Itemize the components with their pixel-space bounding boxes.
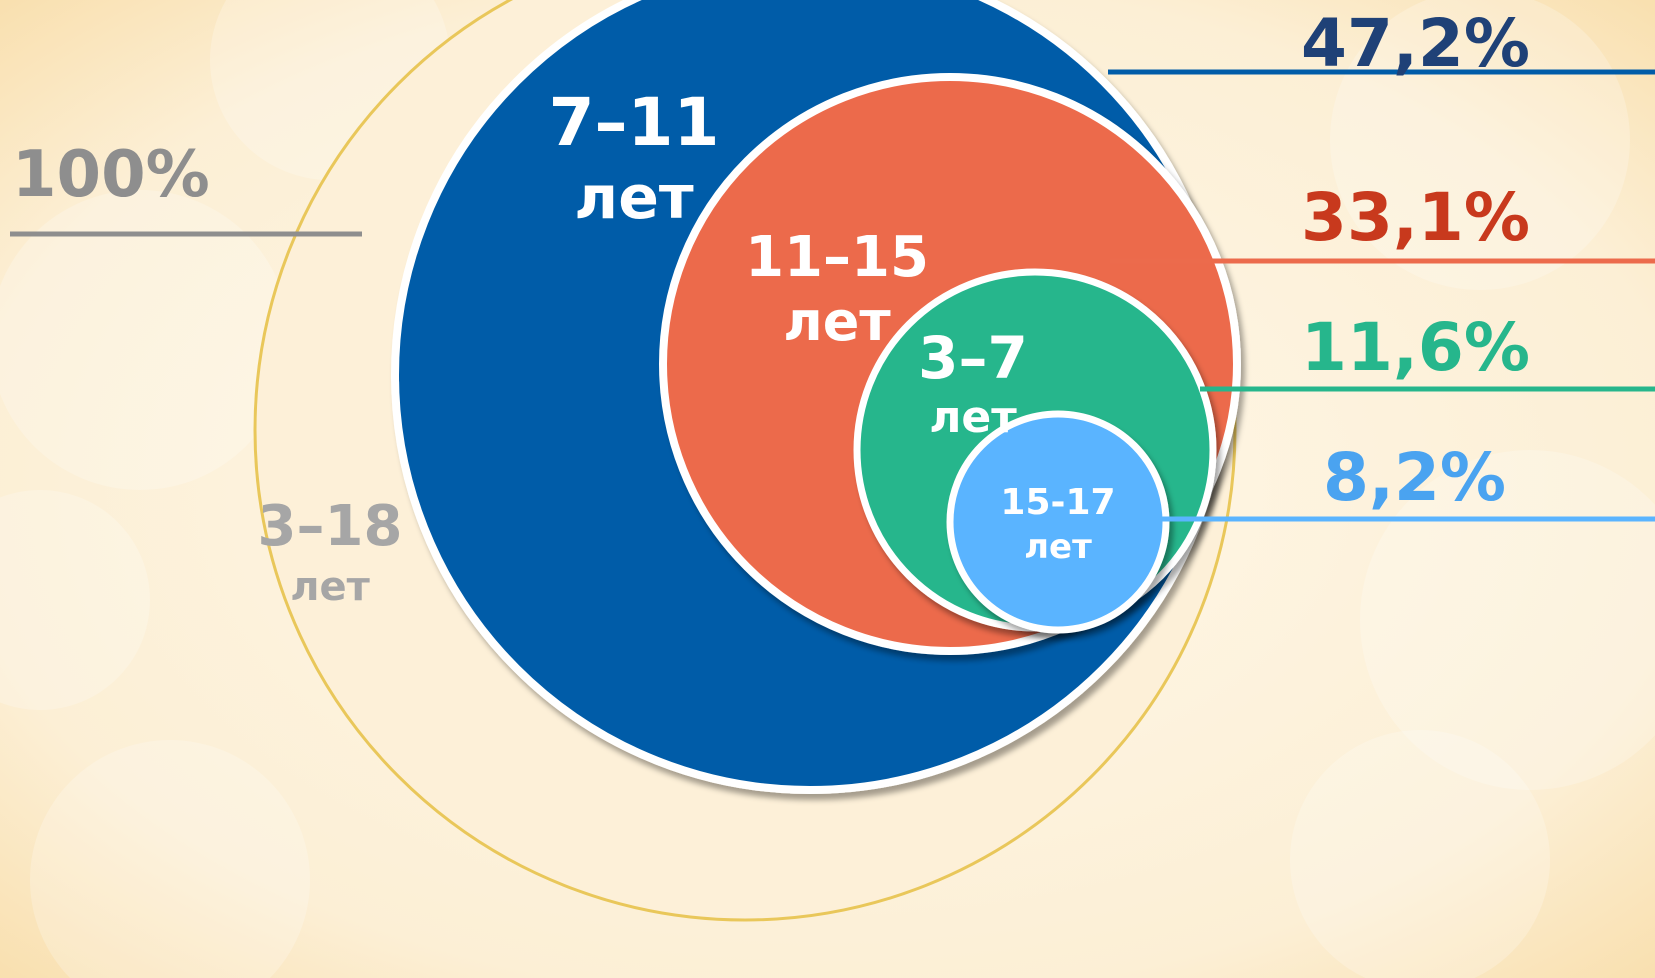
bubble-decoration [0, 190, 290, 490]
value-label-7-11: 47,2% [1301, 5, 1530, 82]
label-unit-7-11: лет [574, 163, 694, 233]
value-label-11-15: 33,1% [1301, 179, 1530, 256]
label-range-3-7: 3–7 [918, 324, 1028, 392]
label-unit-11-15: лет [783, 290, 891, 353]
label-unit-3-18: лет [290, 564, 370, 610]
value-label-3-7: 11,6% [1301, 309, 1530, 386]
label-unit-3-7: лет [929, 392, 1017, 443]
bubble-decoration [30, 740, 310, 978]
label-range-11-15: 11–15 [745, 225, 929, 290]
label-range-15-17: 15-17 [1000, 482, 1115, 523]
value-label-total: 100% [12, 138, 210, 212]
label-range-7-11: 7–11 [549, 84, 720, 161]
bubble-decoration [1290, 730, 1550, 978]
value-label-15-17: 8,2% [1323, 439, 1506, 516]
bubble-decoration [0, 490, 150, 710]
label-range-3-18: 3–18 [258, 494, 403, 559]
bubble-decoration [1360, 450, 1655, 790]
label-unit-15-17: лет [1024, 527, 1092, 567]
circle-15-17 [946, 410, 1170, 634]
